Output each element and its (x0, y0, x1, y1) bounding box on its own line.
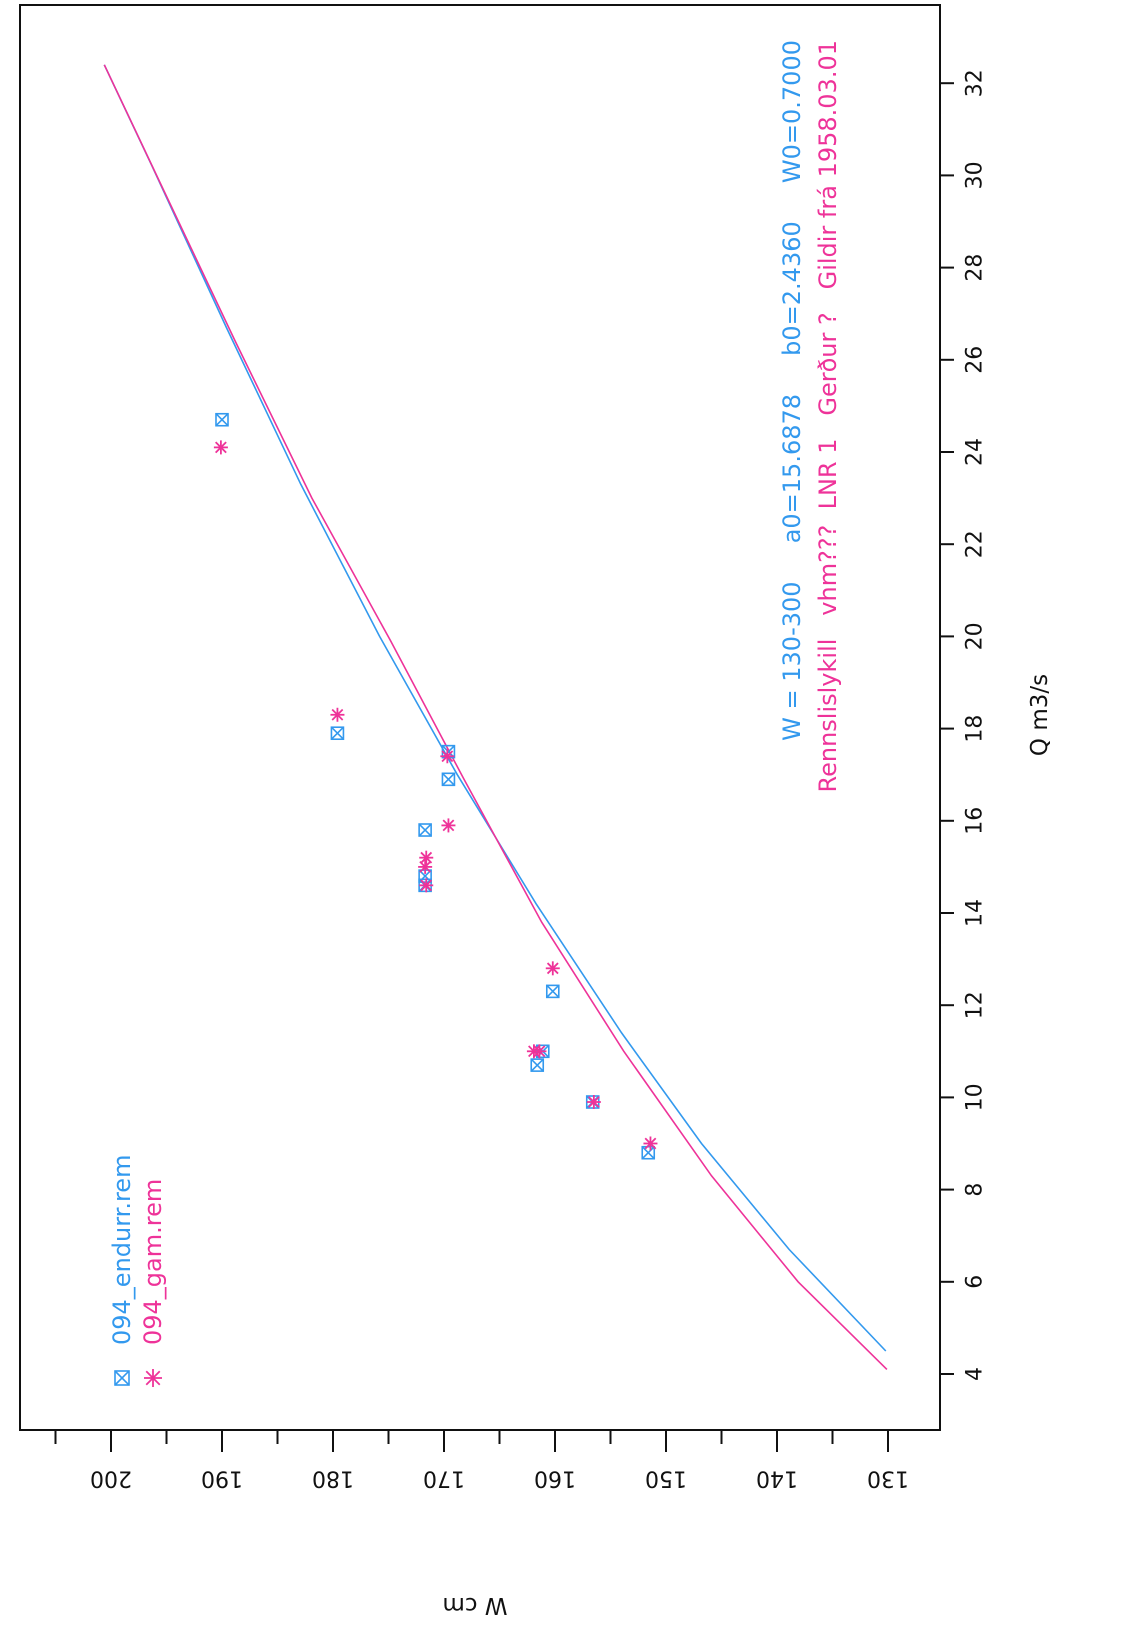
y-tick-label: 200 (90, 1466, 132, 1491)
y-tick-label: 140 (756, 1466, 798, 1491)
data-point-asterisk (418, 859, 433, 874)
plot-frame (19, 4, 941, 1431)
y-tick-label: 150 (645, 1466, 687, 1491)
x-tick-label: 6 (963, 1275, 988, 1289)
y-axis-title: W cm (442, 1592, 507, 1618)
x-tick-label: 16 (963, 807, 988, 835)
x-axis: 4 6 8 10 12 14 16 18 20 22 24 26 28 30 32 (940, 69, 988, 1381)
x-tick-label: 26 (963, 346, 988, 374)
data-point-asterisk (419, 850, 434, 865)
x-tick-label: 32 (963, 69, 988, 97)
x-tick-label: 4 (963, 1367, 988, 1381)
data-point-asterisk (330, 707, 345, 722)
data-point-boxed-x (530, 1058, 545, 1072)
x-tick-label: 24 (963, 438, 988, 466)
data-point-asterisk (213, 440, 228, 455)
x-tick-label: 14 (963, 899, 988, 927)
x-tick-label: 8 (963, 1183, 988, 1197)
x-tick-label: 20 (963, 622, 988, 650)
rating-key-info-text: Rennslislykill vhm??? LNR 1 Gerður ? Gil… (814, 40, 842, 792)
data-point-asterisk (586, 1095, 601, 1110)
legend-label-gam: 094_gam.rem (139, 1179, 167, 1345)
data-point-boxed-x (441, 772, 456, 787)
legend-label-endurr: 094_endurr.rem (108, 1155, 136, 1345)
legend: 094_endurr.rem 094_gam.rem (108, 1155, 167, 1387)
curve-parameters-text: W = 130-300 a0=15.6878 b0=2.4360 W0=0.70… (778, 40, 806, 741)
y-tick-label: 170 (423, 1466, 465, 1491)
data-point-asterisk (545, 961, 560, 976)
x-tick-label: 22 (963, 530, 988, 558)
curves-layer (103, 64, 888, 1370)
x-tick-label: 18 (963, 715, 988, 743)
data-point-asterisk (526, 1044, 541, 1059)
x-tick-label: 12 (963, 991, 988, 1019)
y-axis: 130 140 150 160 170 180 190 200 (54, 1430, 909, 1491)
y-tick-label: 180 (312, 1466, 354, 1491)
x-tick-label: 28 (963, 254, 988, 282)
legend-marker-boxed-x-icon (114, 1370, 130, 1386)
x-tick-label: 10 (963, 1083, 988, 1111)
points-layer (213, 412, 658, 1160)
y-tick-label: 130 (867, 1466, 909, 1491)
y-tick-label: 190 (201, 1466, 243, 1491)
data-point-boxed-x (418, 823, 432, 837)
data-point-boxed-x (545, 984, 560, 999)
data-point-asterisk (441, 818, 456, 833)
data-point-boxed-x (330, 726, 345, 741)
data-point-boxed-x (641, 1145, 656, 1160)
data-point-asterisk (419, 878, 434, 893)
rating-curve-1 (103, 64, 888, 1370)
rating-curve-0 (103, 64, 887, 1352)
y-tick-label: 160 (534, 1466, 576, 1491)
x-axis-title: Q m3/s (1027, 674, 1053, 756)
x-tick-label: 30 (963, 161, 988, 189)
data-point-boxed-x (215, 412, 229, 427)
legend-marker-asterisk-icon (144, 1369, 162, 1387)
data-point-asterisk (643, 1136, 658, 1151)
data-point-asterisk (440, 749, 455, 764)
